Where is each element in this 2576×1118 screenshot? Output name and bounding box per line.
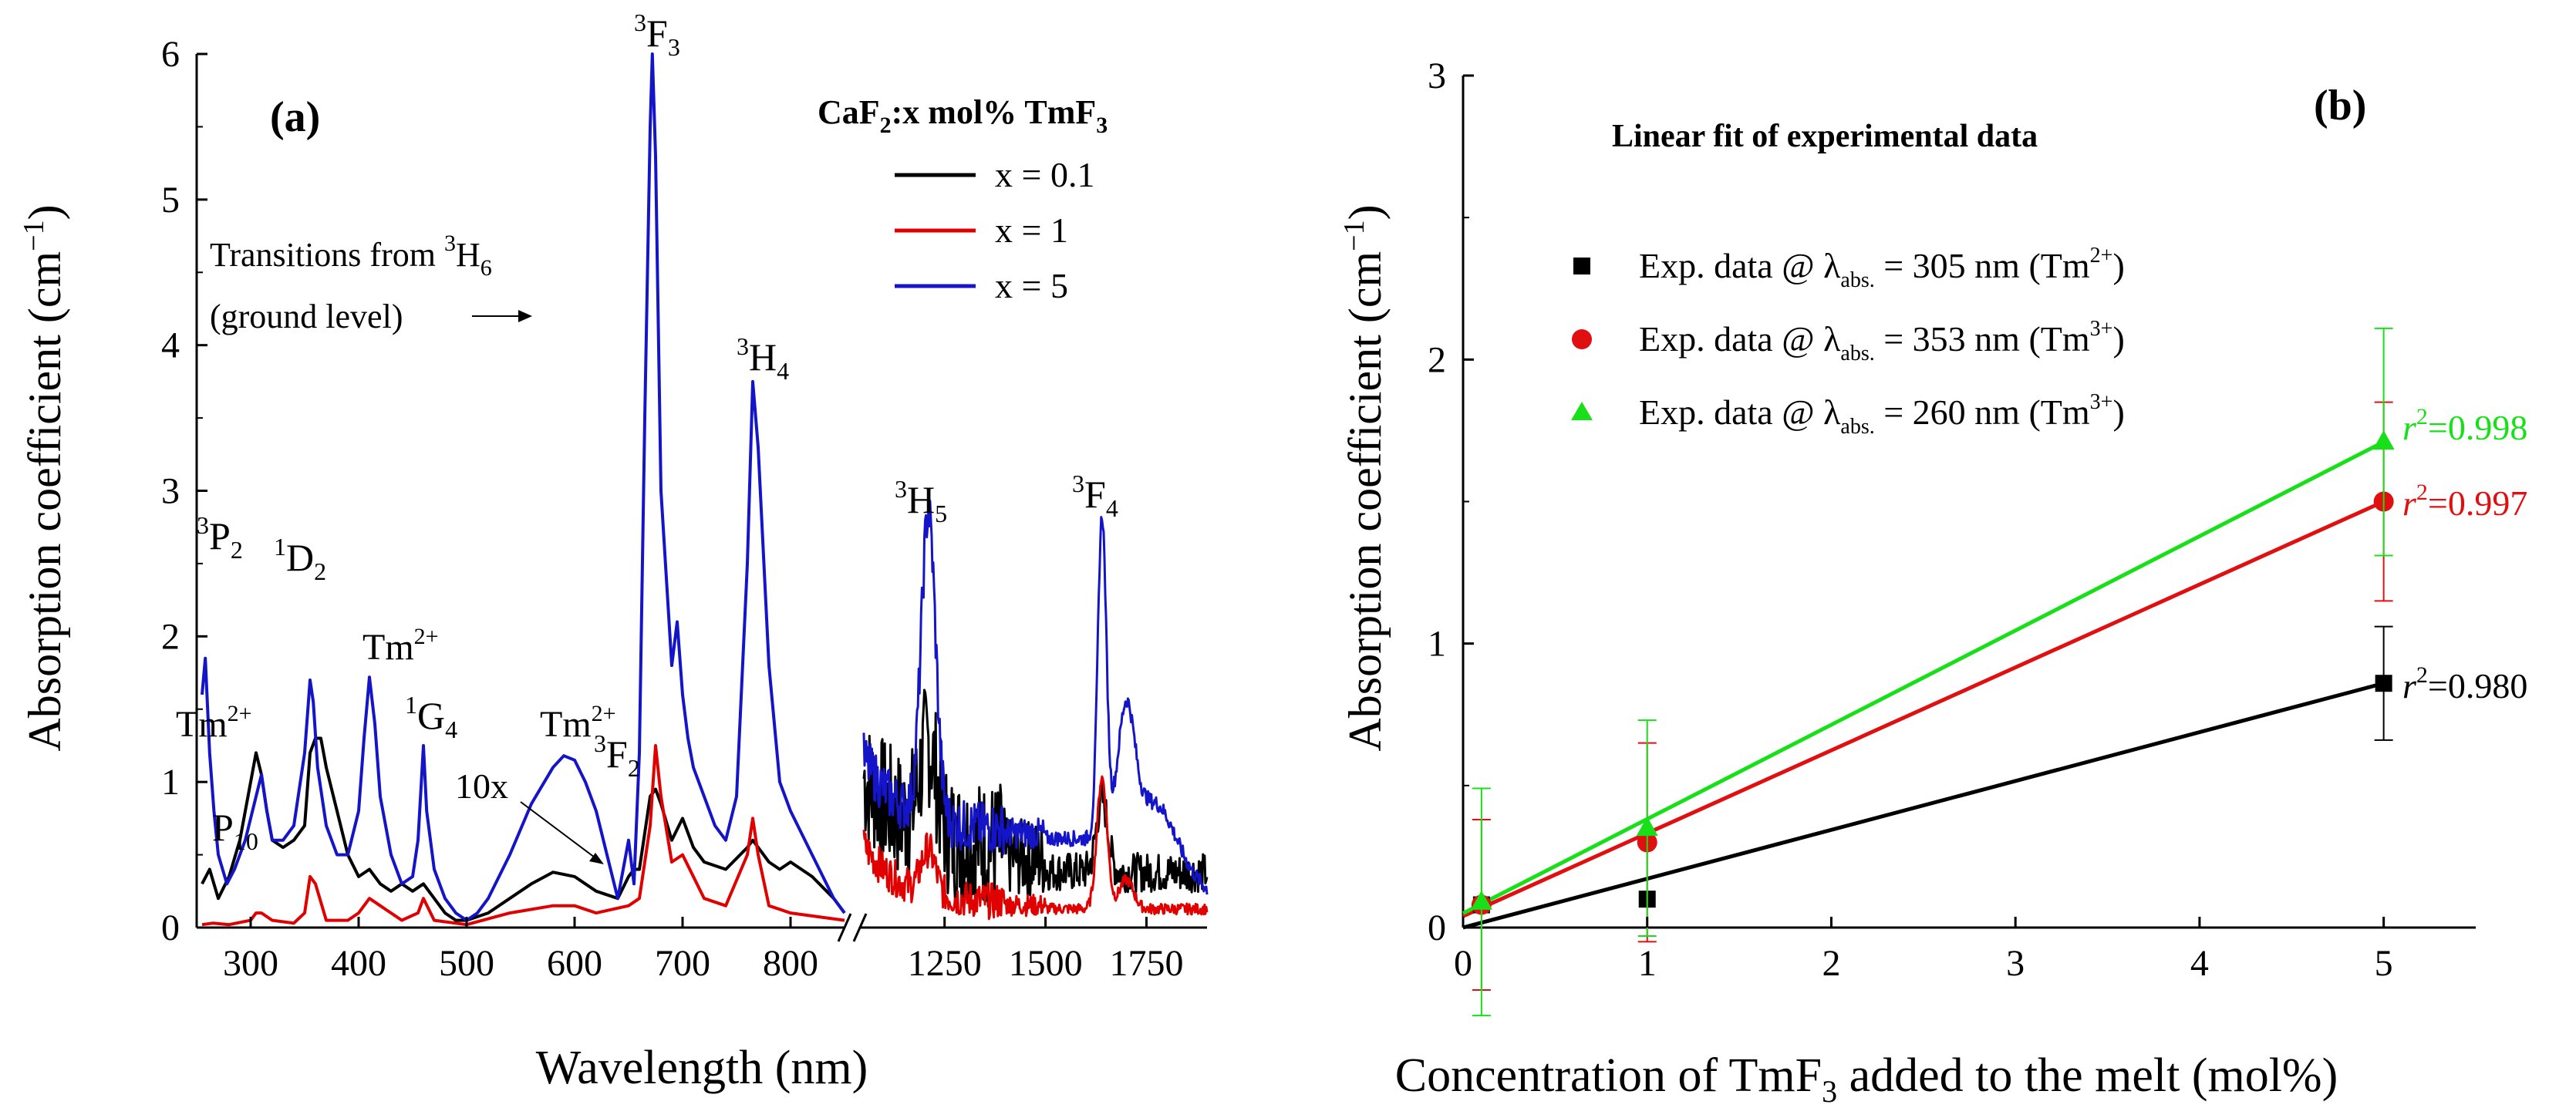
panel-b-xtick-label: 1 xyxy=(1638,943,1657,984)
panel-b-axes xyxy=(1462,76,2476,929)
term-1D2: 1D2 xyxy=(274,533,326,585)
panel-a-ytick-label: 1 xyxy=(161,762,180,803)
legend-b-marker-square xyxy=(1573,258,1590,274)
data-point-triangle xyxy=(1470,890,1492,910)
ir-black xyxy=(862,689,1209,909)
term-3H4: 3H4 xyxy=(737,332,789,385)
legend-entry-3: x = 5 xyxy=(995,266,1068,305)
legend-entry-1: x = 0.1 xyxy=(995,155,1094,194)
panel-a-xtick-label: 500 xyxy=(439,943,494,984)
panel-b-xtick-label: 2 xyxy=(1822,943,1840,984)
panel-b-fit-lines xyxy=(1462,439,2385,930)
panel-b-ytick-label: 1 xyxy=(1428,624,1446,665)
axis-break-mark-2 xyxy=(852,913,868,942)
panel-a-xtick-label: 800 xyxy=(763,943,818,984)
panel-b-ytick-label: 3 xyxy=(1428,56,1446,96)
panel-a-xtick-label: 300 xyxy=(223,943,278,984)
ir-red xyxy=(862,775,1209,921)
panel-a-xtick-label: 1250 xyxy=(908,943,982,984)
panel-a-ytick-label: 4 xyxy=(161,325,180,366)
panel-b-xtick-label: 5 xyxy=(2375,943,2393,984)
r2-red: r2=0.997 xyxy=(2402,480,2527,523)
term-labels: 3F3 3H4 3H5 3F4 3P2 1D2 1G4 3F2 P10 Tm2+… xyxy=(176,8,1118,864)
tenx-arrow xyxy=(520,801,598,860)
panel-b-legend: Exp. data @ λabs. = 305 nm (Tm2+) Exp. d… xyxy=(1571,244,2125,439)
legend-entry-2: x = 1 xyxy=(995,210,1068,250)
panel-a-xlabel: Wavelength (nm) xyxy=(536,1042,868,1094)
axis-break-mark-1 xyxy=(837,913,852,942)
panel-a-xtick-label: 400 xyxy=(331,943,386,984)
data-point-triangle xyxy=(1636,817,1658,837)
panel-a-ylabel-sup: −1 xyxy=(18,220,50,251)
panel-a: (a) 0 1 2 3 4 5 6 300 400 500 600 700 800 1250 1500 175… xyxy=(18,8,1209,1094)
panel-b-ticks: 0 1 2 3 0 1 2 3 4 5 xyxy=(1428,56,2393,984)
panel-b-points xyxy=(1470,327,2395,1017)
tm-label-2: Tm2+ xyxy=(362,624,439,668)
panel-a-ylabel-main: Absorption coefficient (cm xyxy=(19,251,70,752)
r2-green: r2=0.998 xyxy=(2402,404,2527,447)
data-point-square xyxy=(2375,675,2392,692)
term-3H5: 3H5 xyxy=(895,475,947,527)
series-line-1 xyxy=(201,736,846,922)
panel-b-ytick-label: 0 xyxy=(1428,908,1446,948)
panel-a-xtick-label: 600 xyxy=(547,943,602,984)
r2-black: r2=0.980 xyxy=(2402,662,2527,705)
term-3F2: 3F2 xyxy=(594,729,640,782)
legend-title: CaF2:x mol% TmF3 xyxy=(818,93,1108,138)
svg-text:(ground level): (ground level) xyxy=(210,298,403,335)
panel-a-xtick-label: 1500 xyxy=(1009,943,1083,984)
panel-b-xtick-label: 4 xyxy=(2190,943,2209,984)
panel-a-label: (a) xyxy=(270,93,320,141)
fit-line-2 xyxy=(1462,500,2385,918)
term-3P2: 3P2 xyxy=(197,511,243,564)
tenx-label: 10x xyxy=(455,766,508,806)
series-line-3 xyxy=(201,52,846,922)
panel-b-title: Linear fit of experimental data xyxy=(1612,119,2038,154)
legend-b-entry-2: Exp. data @ λabs. = 353 nm (Tm3+) xyxy=(1639,317,2125,365)
panel-a-legend: CaF2:x mol% TmF3 x = 0.1 x = 1 x = 5 xyxy=(818,93,1108,305)
panel-b-xtick-label: 3 xyxy=(2006,943,2025,984)
panel-b-xtick-label: 0 xyxy=(1454,943,1472,984)
panel-a-ytick-label: 2 xyxy=(161,616,180,657)
panel-a-ticks: 0 1 2 3 4 5 6 300 400 500 600 700 800 1250 1500 1750 xyxy=(161,34,1183,984)
legend-b-entry-1: Exp. data @ λabs. = 305 nm (Tm2+) xyxy=(1639,244,2125,292)
fit-line-1 xyxy=(1462,681,2385,930)
term-3F4: 3F4 xyxy=(1072,470,1118,522)
term-3F3: 3F3 xyxy=(634,8,680,61)
panel-a-ytick-label: 0 xyxy=(161,908,180,948)
legend-b-entry-3: Exp. data @ λabs. = 260 nm (Tm3+) xyxy=(1639,390,2125,439)
legend-b-marker-triangle xyxy=(1571,402,1593,420)
term-P1: P10 xyxy=(212,806,258,855)
panel-a-ytick-label: 5 xyxy=(161,180,180,221)
panel-b: (b) Linear fit of experimental data 0 1 2 3… xyxy=(1338,56,2527,1109)
panel-a-ytick-label: 3 xyxy=(161,471,180,512)
panel-a-xtick-label: 1750 xyxy=(1109,943,1183,984)
panel-a-series xyxy=(201,52,1209,927)
legend-b-marker-circle xyxy=(1572,329,1592,349)
panel-a-ytick-label: 6 xyxy=(161,34,180,75)
panel-b-ylabel: Absorption coefficient (cm−1) xyxy=(1338,204,1391,751)
transitions-annotation: Transitions from 3H6 (ground level) xyxy=(210,231,532,335)
term-1G4: 1G4 xyxy=(405,691,457,743)
tm-label-1: Tm2+ xyxy=(176,701,252,745)
series-line-2 xyxy=(201,744,845,927)
data-point-triangle xyxy=(2372,430,2395,450)
panel-b-xlabel: Concentration of TmF3 added to the melt … xyxy=(1395,1049,2338,1109)
svg-text:Transitions from 3H6: Transitions from 3H6 xyxy=(210,231,492,281)
svg-text:Absorption coefficient (cm−1): Absorption coefficient (cm−1) xyxy=(1338,204,1391,751)
panel-a-xtick-label: 700 xyxy=(655,943,710,984)
panel-a-ylabel-close: ) xyxy=(19,204,70,220)
svg-text:Absorption coefficient (cm−1): Absorption coefficient (cm−1) xyxy=(18,204,70,751)
tm-label-3: Tm2+ xyxy=(540,701,616,745)
panel-b-ytick-label: 2 xyxy=(1428,339,1446,380)
panel-a-ylabel: Absorption coefficient (cm−1) xyxy=(18,204,70,751)
panel-b-label: (b) xyxy=(2314,82,2366,130)
ir-blue xyxy=(862,500,1209,895)
fit-line-3 xyxy=(1462,439,2385,915)
